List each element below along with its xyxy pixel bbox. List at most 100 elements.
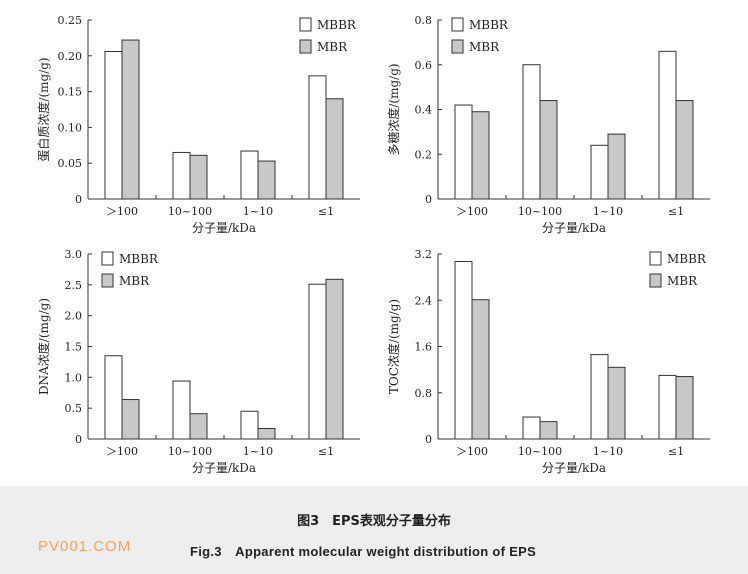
y-tick-label: 0.8 xyxy=(415,387,433,400)
chart-2: 0 0.2 0.4 0.6 0.8 ＞100 10~100 1~10 ≤1 分子量/kDa 多糖浓度… xyxy=(386,14,710,235)
bar-mbr xyxy=(257,160,276,200)
y-tick-label: 1.5 xyxy=(65,341,83,354)
legend-swatch-mbr xyxy=(101,273,114,288)
legend-label-mbr: MBR xyxy=(469,40,500,54)
watermark-text: PV001.COM xyxy=(38,538,132,555)
y-tick-label: 2.5 xyxy=(65,279,83,292)
bar-mbbr xyxy=(240,150,259,200)
y-tick-label: 0.15 xyxy=(58,86,83,99)
chart-4: 0 0.8 1.6 2.4 3.2 ＞100 10~100 1~10 ≤1 分子量/kDa TOC浓… xyxy=(386,248,710,475)
legend-label-mbbr: MBBR xyxy=(119,252,159,266)
x-tick-label: 1~10 xyxy=(243,445,273,458)
y-tick-label: 0.10 xyxy=(58,121,83,134)
chart-3: 0 0.5 1.0 1.5 2.0 2.5 3.0 ＞100 10~100 1~10 ≤1 分子量/k… xyxy=(36,248,360,475)
x-tick-label: ≤1 xyxy=(668,445,684,458)
bar-mbr xyxy=(325,98,344,200)
bar-mbbr xyxy=(172,151,191,200)
x-tick-label: ≤1 xyxy=(318,445,334,458)
y-tick-label: 0.6 xyxy=(415,59,433,72)
y-tick-label: 0.2 xyxy=(415,148,433,161)
caption-band: 图3 EPS表观分子量分布 PV001.COM Fig.3 Apparent m… xyxy=(0,486,748,574)
legend-swatch-mbbr xyxy=(451,17,464,32)
bar-mbbr xyxy=(522,64,541,200)
legend-swatch-mbr xyxy=(451,39,464,54)
bar-mbbr xyxy=(590,354,609,440)
x-tick-label: 1~10 xyxy=(243,205,273,218)
x-tick-label: 10~100 xyxy=(518,445,562,458)
legend-swatch-mbbr xyxy=(101,251,114,266)
x-axis-title: 分子量/kDa xyxy=(192,461,256,475)
bar-mbbr xyxy=(590,144,609,200)
bar-mbbr xyxy=(522,416,541,440)
bar-mbbr xyxy=(308,283,327,440)
y-tick-label: 0.8 xyxy=(415,14,433,27)
x-tick-label: 10~100 xyxy=(168,445,212,458)
bar-mbbr xyxy=(454,261,473,440)
chart-1: 0 0.05 0.10 0.15 0.20 0.25 ＞100 10~100 1~10 ≤1 分子量… xyxy=(36,14,360,235)
bar-mbr xyxy=(189,413,208,440)
bar-mbr xyxy=(325,278,344,440)
x-tick-label: 1~10 xyxy=(593,205,623,218)
bar-mbr xyxy=(607,366,626,440)
y-axis-title: TOC浓度/(mg/g) xyxy=(386,299,401,394)
y-tick-label: 0 xyxy=(75,433,82,446)
y-tick-label: 1.0 xyxy=(65,371,83,384)
bar-mbbr xyxy=(308,75,327,200)
y-axis-title: 多糖浓度/(mg/g) xyxy=(386,63,401,155)
bar-mbbr xyxy=(172,380,191,440)
bar-mbr xyxy=(121,39,140,200)
bar-mbr xyxy=(189,154,208,200)
bar-mbr xyxy=(539,100,558,200)
x-tick-label: ＞100 xyxy=(456,205,488,218)
bar-mbbr xyxy=(658,50,677,200)
x-tick-label: ＞100 xyxy=(456,445,488,458)
legend-label-mbr: MBR xyxy=(667,274,698,288)
x-tick-label: 10~100 xyxy=(168,205,212,218)
y-tick-label: 0.4 xyxy=(415,104,433,117)
figure-area: 0 0.05 0.10 0.15 0.20 0.25 ＞100 10~100 1~10 ≤1 分子量… xyxy=(36,14,710,475)
figure-caption-cn: 图3 EPS表观分子量分布 xyxy=(297,514,451,529)
y-axis-title: 蛋白质浓度/(mg/g) xyxy=(36,57,51,161)
x-tick-label: ≤1 xyxy=(668,205,684,218)
x-tick-label: 1~10 xyxy=(593,445,623,458)
legend-swatch-mbr xyxy=(649,273,662,288)
x-axis-title: 分子量/kDa xyxy=(192,221,256,235)
legend-label-mbbr: MBBR xyxy=(317,18,357,32)
bar-mbbr xyxy=(240,410,259,440)
legend-swatch-mbbr xyxy=(649,251,662,266)
x-tick-label: ＞100 xyxy=(106,445,138,458)
bar-mbr xyxy=(539,421,558,440)
x-tick-label: ＞100 xyxy=(106,205,138,218)
y-axis-title: DNA浓度/(mg/g) xyxy=(36,298,51,395)
x-axis-title: 分子量/kDa xyxy=(542,461,606,475)
bar-mbbr xyxy=(104,355,123,440)
y-tick-label: 0 xyxy=(425,193,432,206)
bar-mbbr xyxy=(658,374,677,440)
bar-mbr xyxy=(675,100,694,200)
bar-mbr xyxy=(257,428,276,440)
y-tick-label: 2.0 xyxy=(65,310,83,323)
legend-swatch-mbbr xyxy=(299,17,312,32)
y-tick-label: 3.2 xyxy=(415,248,433,261)
bar-mbr xyxy=(471,111,490,200)
y-tick-label: 0.5 xyxy=(65,402,83,415)
legend-label-mbr: MBR xyxy=(119,274,150,288)
bar-mbbr xyxy=(104,51,123,200)
y-tick-label: 2.4 xyxy=(415,294,433,307)
y-tick-label: 0 xyxy=(425,433,432,446)
y-tick-label: 0.05 xyxy=(58,157,83,170)
legend-label-mbr: MBR xyxy=(317,40,348,54)
bar-mbbr xyxy=(454,104,473,200)
x-tick-label: ≤1 xyxy=(318,205,334,218)
charts-canvas: 00.050.100.150.200.25＞100 10~100 1~10 ≤1分子量… xyxy=(36,14,710,475)
y-tick-label: 0.20 xyxy=(58,50,83,63)
bar-mbr xyxy=(121,399,140,440)
y-tick-label: 0 xyxy=(75,193,82,206)
y-tick-label: 1.6 xyxy=(415,341,433,354)
y-tick-label: 3.0 xyxy=(65,248,83,261)
figure-caption-en: Fig.3 Apparent molecular weight distribu… xyxy=(190,544,537,559)
bar-mbr xyxy=(471,299,490,440)
legend-swatch-mbr xyxy=(299,39,312,54)
legend-label-mbbr: MBBR xyxy=(667,252,707,266)
x-tick-label: 10~100 xyxy=(518,205,562,218)
